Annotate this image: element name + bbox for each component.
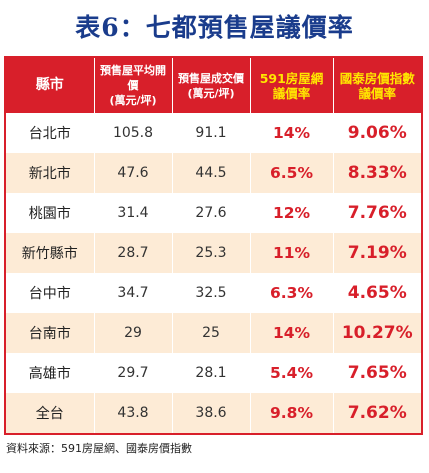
table-row: 台南市 29 25 14% 10.27%: [6, 313, 421, 353]
table-row: 新竹縣市 28.7 25.3 11% 7.19%: [6, 233, 421, 273]
cell-591-rate: 11%: [249, 233, 333, 273]
cell-591-rate: 6.5%: [249, 153, 333, 193]
price-negotiation-table: 縣市 預售屋平均開價 (萬元/坪) 預售屋成交價 (萬元/坪) 591房屋網 議…: [6, 58, 421, 433]
cell-deal-price: 25.3: [171, 233, 250, 273]
cell-city: 新北市: [6, 153, 94, 193]
header-deal-price-line1: 預售屋成交價: [178, 71, 244, 85]
cell-deal-price: 28.1: [171, 353, 250, 393]
table-row: 台北市 105.8 91.1 14% 9.06%: [6, 113, 421, 153]
cell-city: 桃園市: [6, 193, 94, 233]
table-row: 高雄市 29.7 28.1 5.4% 7.65%: [6, 353, 421, 393]
cell-city: 台北市: [6, 113, 94, 153]
cell-deal-price: 25: [171, 313, 250, 353]
cell-591-rate: 14%: [249, 113, 333, 153]
cell-591-rate: 9.8%: [249, 393, 333, 433]
header-city: 縣市: [6, 58, 94, 113]
header-avg-price: 預售屋平均開價 (萬元/坪): [93, 58, 172, 113]
table-row-total: 全台 43.8 38.6 9.8% 7.62%: [6, 393, 421, 433]
cell-cathay-rate: 7.76%: [332, 193, 421, 233]
table-row: 新北市 47.6 44.5 6.5% 8.33%: [6, 153, 421, 193]
cell-city: 台中市: [6, 273, 94, 313]
cell-avg-price: 43.8: [93, 393, 172, 433]
cell-cathay-rate: 4.65%: [332, 273, 421, 313]
header-591-rate: 591房屋網 議價率: [249, 58, 333, 113]
header-cathay-rate-line1: 國泰房價指數: [339, 70, 415, 86]
cell-city: 高雄市: [6, 353, 94, 393]
cell-591-rate: 12%: [249, 193, 333, 233]
table-title: 表6：七都預售屋議價率: [75, 13, 354, 42]
cell-city: 台南市: [6, 313, 94, 353]
cell-avg-price: 29.7: [93, 353, 172, 393]
cell-deal-price: 44.5: [171, 153, 250, 193]
cell-city: 全台: [6, 393, 94, 433]
table-row: 桃園市 31.4 27.6 12% 7.76%: [6, 193, 421, 233]
header-591-rate-line1: 591房屋網: [259, 70, 324, 86]
cell-avg-price: 28.7: [93, 233, 172, 273]
cell-avg-price: 31.4: [93, 193, 172, 233]
header-avg-price-line1: 預售屋平均開價: [100, 64, 166, 92]
cell-cathay-rate: 8.33%: [332, 153, 421, 193]
cell-avg-price: 47.6: [93, 153, 172, 193]
cell-591-rate: 5.4%: [249, 353, 333, 393]
cell-avg-price: 29: [93, 313, 172, 353]
cell-591-rate: 6.3%: [249, 273, 333, 313]
cell-cathay-rate: 7.62%: [332, 393, 421, 433]
header-cathay-rate-line2: 議價率: [358, 85, 396, 101]
cell-cathay-rate: 10.27%: [332, 313, 421, 353]
source-note: 資料來源：591房屋網、國泰房價指數: [6, 442, 192, 455]
table-header-row: 縣市 預售屋平均開價 (萬元/坪) 預售屋成交價 (萬元/坪) 591房屋網 議…: [6, 58, 421, 113]
header-avg-price-line2: (萬元/坪): [109, 94, 157, 107]
cell-cathay-rate: 7.19%: [332, 233, 421, 273]
cell-cathay-rate: 7.65%: [332, 353, 421, 393]
cell-deal-price: 38.6: [171, 393, 250, 433]
cell-cathay-rate: 9.06%: [332, 113, 421, 153]
cell-deal-price: 27.6: [171, 193, 250, 233]
cell-avg-price: 105.8: [93, 113, 172, 153]
header-deal-price-line2: (萬元/坪): [187, 86, 235, 100]
cell-591-rate: 14%: [249, 313, 333, 353]
header-cathay-rate: 國泰房價指數 議價率: [332, 58, 421, 113]
header-deal-price: 預售屋成交價 (萬元/坪): [171, 58, 250, 113]
header-591-rate-line2: 議價率: [272, 85, 311, 101]
cell-city: 新竹縣市: [6, 233, 94, 273]
data-table-frame: 縣市 預售屋平均開價 (萬元/坪) 預售屋成交價 (萬元/坪) 591房屋網 議…: [4, 56, 423, 435]
table-row: 台中市 34.7 32.5 6.3% 4.65%: [6, 273, 421, 313]
cell-deal-price: 32.5: [171, 273, 250, 313]
cell-deal-price: 91.1: [171, 113, 250, 153]
cell-avg-price: 34.7: [93, 273, 172, 313]
